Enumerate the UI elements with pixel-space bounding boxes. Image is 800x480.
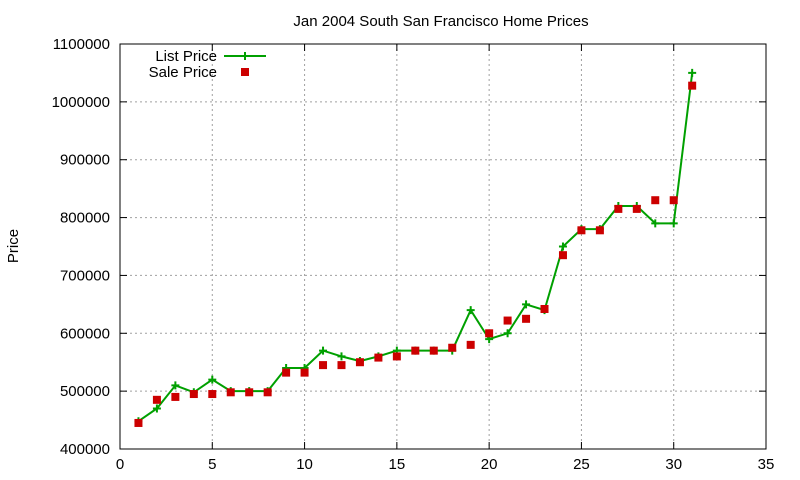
data-point-list-price <box>171 381 180 390</box>
y-tick-label: 800000 <box>60 210 110 227</box>
data-point-sale-price <box>448 343 457 352</box>
data-point-list-price <box>503 329 512 338</box>
data-point-sale-price <box>651 196 660 205</box>
y-tick-label: 1000000 <box>52 94 110 111</box>
data-point-sale-price <box>374 353 383 362</box>
x-tick-label: 5 <box>208 456 216 473</box>
y-axis-label: Price <box>5 229 22 263</box>
chart-title: Jan 2004 South San Francisco Home Prices <box>293 13 588 30</box>
legend-square-marker <box>241 68 249 76</box>
data-point-sale-price <box>577 226 586 235</box>
data-point-sale-price <box>688 81 697 90</box>
y-tick-label: 600000 <box>60 325 110 342</box>
data-point-list-price <box>337 352 346 361</box>
data-point-list-price <box>558 242 567 251</box>
data-point-sale-price <box>595 226 604 235</box>
data-point-sale-price <box>245 388 254 397</box>
data-point-sale-price <box>614 204 623 213</box>
data-point-sale-price <box>503 316 512 325</box>
data-point-sale-price <box>522 314 531 323</box>
data-point-sale-price <box>429 346 438 355</box>
data-point-list-price <box>522 300 531 309</box>
grid <box>120 44 766 449</box>
data-point-sale-price <box>669 196 678 205</box>
data-point-list-price <box>466 306 475 315</box>
data-point-list-price <box>669 219 678 228</box>
data-point-sale-price <box>226 388 235 397</box>
data-point-sale-price <box>411 346 420 355</box>
legend-label: Sale Price <box>149 64 217 81</box>
data-point-sale-price <box>337 361 346 370</box>
x-tick-label: 0 <box>116 456 124 473</box>
data-point-sale-price <box>152 395 161 404</box>
data-point-sale-price <box>263 388 272 397</box>
y-tick-label: 500000 <box>60 383 110 400</box>
x-tick-label: 30 <box>665 456 682 473</box>
data-point-sale-price <box>632 204 641 213</box>
series-0 <box>134 68 697 426</box>
y-tick-label: 700000 <box>60 267 110 284</box>
series-layer <box>134 68 697 427</box>
data-point-sale-price <box>300 368 309 377</box>
legend-label: List Price <box>155 48 217 65</box>
x-tick-label: 10 <box>296 456 313 473</box>
data-point-sale-price <box>282 368 291 377</box>
data-point-sale-price <box>558 251 567 260</box>
data-point-list-price <box>688 68 697 77</box>
series-line-list-price <box>137 72 694 423</box>
series-1 <box>134 81 697 427</box>
data-point-sale-price <box>540 304 549 313</box>
y-tick-label: 1100000 <box>53 36 110 53</box>
data-point-sale-price <box>134 418 143 427</box>
data-point-list-price <box>208 375 217 384</box>
data-point-sale-price <box>392 352 401 361</box>
data-point-sale-price <box>466 340 475 349</box>
x-tick-label: 15 <box>389 456 406 473</box>
data-point-sale-price <box>319 361 328 370</box>
data-point-list-price <box>651 219 660 228</box>
legend-plus-marker <box>241 52 249 60</box>
data-point-sale-price <box>189 390 198 399</box>
data-point-sale-price <box>171 392 180 401</box>
y-tick-label: 900000 <box>60 152 110 169</box>
data-point-list-price <box>319 346 328 355</box>
y-tick-label: 400000 <box>60 441 110 458</box>
x-tick-label: 25 <box>573 456 590 473</box>
data-point-sale-price <box>208 390 217 399</box>
data-point-list-price <box>152 404 161 413</box>
ticks: 0 5 10 15 20 25 30 35 400000 500000 600000 700000 80… <box>52 36 775 473</box>
x-tick-label: 20 <box>481 456 498 473</box>
x-tick-label: 35 <box>758 456 775 473</box>
data-point-sale-price <box>485 329 494 338</box>
data-point-sale-price <box>355 358 364 367</box>
plot-frame <box>119 43 767 450</box>
